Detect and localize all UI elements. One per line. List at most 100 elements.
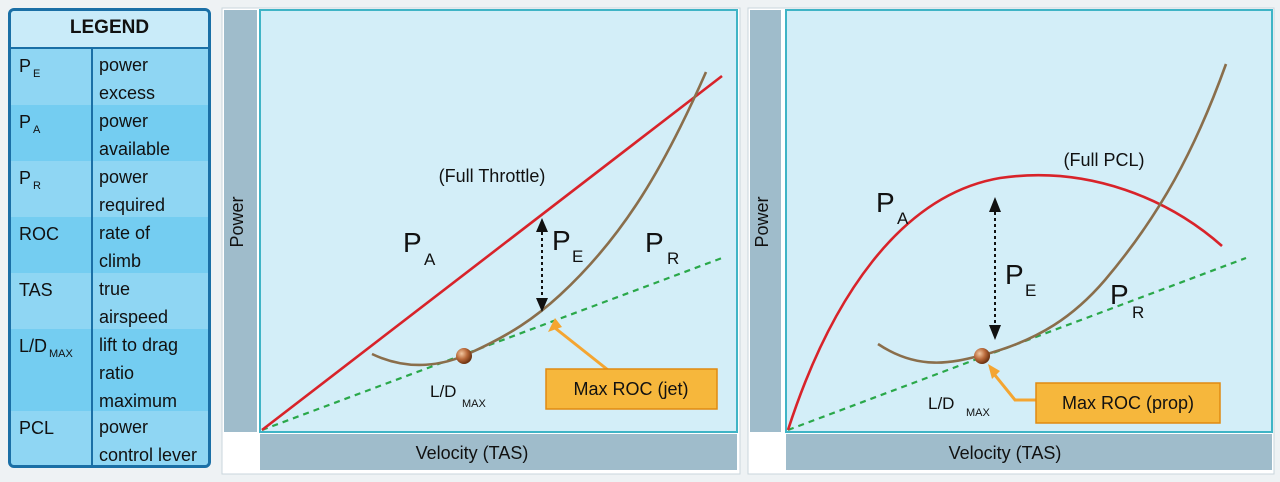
legend-symbol-sub: R [33, 180, 41, 192]
prop-throttle-note: (Full PCL) [1063, 150, 1144, 170]
legend-row: PCL power control lever [11, 411, 208, 465]
jet-arrow-head-down [536, 298, 548, 312]
legend-description: lift to drag ratio maximum [93, 329, 208, 411]
jet-power-available-line [261, 74, 723, 432]
legend-symbol-main: ROC [19, 224, 59, 244]
svg-text:P: P [876, 187, 895, 218]
jet-pa-label: P A [403, 227, 436, 269]
legend-description-line: lift to drag [99, 335, 179, 355]
svg-text:E: E [1025, 281, 1036, 300]
legend-symbol-main: PCL [19, 418, 55, 438]
prop-callout-text: Max ROC (prop) [1062, 393, 1194, 413]
svg-text:P: P [645, 227, 664, 258]
legend-symbol: PCL [11, 411, 93, 465]
legend-symbol: TAS [11, 273, 93, 329]
jet-ld-max-point [456, 348, 472, 364]
jet-plot-area [259, 9, 738, 433]
legend-symbol-sub: A [33, 124, 41, 136]
prop-power-required-curve [877, 63, 1228, 364]
svg-text:A: A [897, 209, 909, 228]
prop-panel: Power Velocity (TAS) (Full PCL) P A P E … [747, 7, 1275, 475]
legend-symbol-main: P [19, 56, 32, 76]
prop-arrow-head-down [989, 325, 1001, 340]
svg-text:P: P [1005, 259, 1024, 290]
jet-y-axis-label: Power [227, 196, 247, 247]
legend-description-line: true [99, 279, 131, 299]
jet-pe-label: P E [552, 225, 583, 266]
legend-description: power required [93, 161, 208, 217]
legend-symbol-main: P [19, 168, 32, 188]
jet-ld-max-label: L/D MAX [430, 382, 487, 410]
jet-callout-arrow-head [548, 318, 562, 332]
jet-tangent-line [261, 256, 723, 432]
legend-description-line: power [99, 167, 149, 187]
legend-symbol-main: TAS [19, 280, 53, 300]
prop-arrow-head-up [989, 197, 1001, 212]
legend-description-line: excess [99, 83, 156, 103]
legend-description: rate of climb [93, 217, 208, 273]
prop-callout-leader [992, 373, 1036, 402]
svg-text:MAX: MAX [462, 398, 487, 410]
prop-y-axis-label: Power [752, 196, 772, 247]
legend-row: L/D MAX lift to drag ratio maximum [11, 329, 208, 411]
jet-arrow-head-up [536, 218, 548, 232]
legend-description: true airspeed [93, 273, 208, 329]
prop-y-axis-bar [750, 10, 781, 432]
svg-text:R: R [1132, 303, 1144, 322]
legend-description-line: airspeed [99, 307, 169, 327]
legend-description-line: maximum [99, 391, 178, 411]
prop-pe-label: P E [1005, 259, 1036, 300]
prop-plot-area [785, 9, 1273, 433]
jet-pr-label: P R [645, 227, 679, 268]
jet-throttle-note: (Full Throttle) [439, 166, 546, 186]
prop-pr-label: P R [1110, 279, 1144, 322]
legend-description-line: available [99, 139, 171, 159]
jet-x-axis-label: Velocity (TAS) [416, 443, 529, 463]
legend-symbol-main: P [19, 112, 32, 132]
legend-row: ROC rate of climb [11, 217, 208, 273]
jet-panel: Power Velocity (TAS) (Full Throttle) P A… [221, 7, 741, 475]
prop-pa-label: P A [876, 187, 909, 228]
legend-description-line: power [99, 55, 149, 75]
legend-description-line: power [99, 417, 149, 437]
svg-text:L/D: L/D [928, 394, 954, 413]
jet-callout-leader [554, 326, 609, 372]
jet-x-axis-bar [260, 434, 737, 470]
svg-text:E: E [572, 247, 583, 266]
legend-symbol: L/D MAX [11, 329, 93, 411]
jet-callout-text: Max ROC (jet) [573, 379, 688, 399]
legend-symbol: ROC [11, 217, 93, 273]
jet-callout-box [545, 368, 718, 410]
jet-y-axis-bar [224, 10, 257, 432]
svg-text:P: P [552, 225, 571, 256]
legend-description: power available [93, 105, 208, 161]
prop-x-axis-label: Velocity (TAS) [949, 443, 1062, 463]
prop-power-available-curve [786, 174, 1223, 431]
svg-text:P: P [1110, 279, 1129, 310]
legend-description: power excess [93, 49, 208, 105]
prop-ld-max-point [974, 348, 990, 364]
prop-ld-max-label: L/D MAX [928, 394, 991, 419]
legend-symbol-sub: E [33, 68, 41, 80]
svg-text:A: A [424, 250, 436, 269]
legend-description-line: control lever [99, 445, 198, 465]
legend-description-line: rate of [99, 223, 151, 243]
legend-description-line: power [99, 111, 149, 131]
legend-description: power control lever [93, 411, 208, 465]
prop-callout-arrow-head [988, 364, 1000, 379]
legend-title: LEGEND [11, 11, 208, 49]
legend-description-line: climb [99, 251, 142, 271]
prop-callout-box [1035, 382, 1221, 424]
legend-symbol-main: L/D [19, 336, 48, 356]
legend-row: TAS true airspeed [11, 273, 208, 329]
svg-text:L/D: L/D [430, 382, 456, 401]
legend-symbol-sub: MAX [49, 348, 73, 360]
prop-x-axis-bar [786, 434, 1272, 470]
